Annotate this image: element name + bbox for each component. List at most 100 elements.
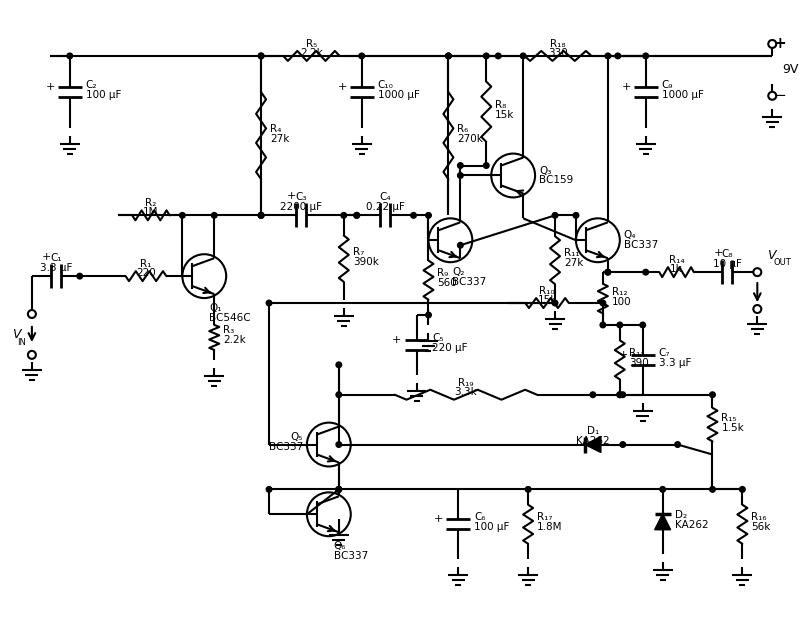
Text: Q₄: Q₄	[624, 230, 636, 240]
Text: 1000 μF: 1000 μF	[662, 90, 703, 100]
Text: 56k: 56k	[751, 522, 770, 532]
Polygon shape	[585, 437, 601, 452]
Text: C₉: C₉	[662, 80, 673, 90]
Text: 390: 390	[629, 358, 649, 368]
Text: BC337: BC337	[452, 277, 486, 287]
Text: IN: IN	[18, 338, 26, 347]
Text: 390k: 390k	[353, 257, 378, 267]
Text: R₅: R₅	[306, 39, 317, 49]
Text: C₄: C₄	[379, 192, 391, 203]
Circle shape	[617, 392, 622, 398]
Circle shape	[552, 213, 558, 218]
Text: +: +	[622, 82, 630, 92]
Text: 15k: 15k	[495, 109, 514, 120]
Circle shape	[605, 53, 610, 58]
Text: 100: 100	[612, 296, 631, 306]
Circle shape	[600, 322, 606, 328]
Circle shape	[354, 213, 359, 218]
Text: 1000 μF: 1000 μF	[378, 90, 419, 100]
Text: 27k: 27k	[270, 133, 290, 143]
Text: 2.2k: 2.2k	[300, 48, 322, 58]
Circle shape	[258, 213, 264, 218]
Circle shape	[710, 487, 715, 492]
Text: +: +	[287, 191, 297, 201]
Text: 3.3 μF: 3.3 μF	[40, 263, 72, 273]
Text: −: −	[774, 88, 786, 103]
Text: R₁₂: R₁₂	[612, 287, 627, 297]
Circle shape	[605, 269, 610, 275]
Text: 3.3 μF: 3.3 μF	[658, 358, 691, 368]
Text: R₁₁: R₁₁	[564, 248, 580, 259]
Text: R₇: R₇	[353, 247, 364, 257]
Text: BC159: BC159	[539, 175, 574, 186]
Circle shape	[341, 213, 346, 218]
Circle shape	[446, 53, 451, 58]
Text: Q₂: Q₂	[452, 267, 465, 277]
Text: +: +	[338, 82, 346, 92]
Text: R₁₀: R₁₀	[539, 286, 555, 296]
Text: R₄: R₄	[270, 124, 282, 133]
Text: D₁: D₁	[586, 426, 599, 436]
Text: 560: 560	[438, 278, 457, 288]
Circle shape	[600, 300, 606, 306]
Text: R₁₉: R₁₉	[458, 378, 474, 387]
Text: C₅: C₅	[433, 333, 444, 343]
Text: +: +	[714, 248, 723, 258]
Circle shape	[211, 213, 217, 218]
Text: BC337: BC337	[269, 442, 303, 452]
Circle shape	[675, 442, 680, 447]
Text: C₇: C₇	[658, 348, 670, 358]
Text: +: +	[42, 252, 51, 262]
Text: R₈: R₈	[495, 100, 506, 109]
Circle shape	[258, 53, 264, 58]
Circle shape	[620, 392, 626, 398]
Text: R₁₈: R₁₈	[550, 39, 566, 49]
Text: 15k: 15k	[538, 295, 557, 305]
Text: D₂: D₂	[674, 509, 686, 520]
Text: R₁₃: R₁₃	[629, 348, 644, 358]
Text: 100 μF: 100 μF	[474, 522, 510, 532]
Circle shape	[660, 487, 666, 492]
Circle shape	[640, 322, 646, 328]
Text: R₁₆: R₁₆	[751, 512, 767, 522]
Circle shape	[615, 53, 621, 58]
Text: R₁₄: R₁₄	[669, 255, 685, 265]
Text: BC546C: BC546C	[210, 313, 251, 323]
Text: 220: 220	[136, 268, 156, 278]
Circle shape	[458, 242, 463, 248]
Circle shape	[336, 392, 342, 398]
Text: KA262: KA262	[674, 520, 708, 530]
Text: 220 μF: 220 μF	[433, 343, 468, 353]
Circle shape	[739, 487, 745, 492]
Text: C₆: C₆	[474, 512, 486, 522]
Text: 10 μF: 10 μF	[713, 259, 742, 269]
Text: 270k: 270k	[458, 133, 483, 143]
Circle shape	[179, 213, 185, 218]
Circle shape	[590, 392, 596, 398]
Circle shape	[520, 53, 526, 58]
Circle shape	[458, 173, 463, 178]
Text: V: V	[12, 328, 20, 342]
Text: C₈: C₈	[722, 249, 733, 259]
Text: 1.5k: 1.5k	[722, 423, 744, 433]
Text: KA262: KA262	[576, 435, 610, 445]
Text: C₃: C₃	[295, 192, 306, 203]
Text: OUT: OUT	[774, 258, 791, 267]
Circle shape	[67, 53, 73, 58]
Circle shape	[426, 213, 431, 218]
Circle shape	[458, 163, 463, 169]
Circle shape	[336, 487, 342, 492]
Text: 1k: 1k	[670, 264, 683, 274]
Circle shape	[495, 53, 501, 58]
Text: Q₆: Q₆	[334, 541, 346, 551]
Circle shape	[526, 487, 531, 492]
Polygon shape	[654, 514, 670, 530]
Circle shape	[573, 213, 578, 218]
Text: +: +	[46, 82, 55, 92]
Text: BC337: BC337	[334, 551, 368, 561]
Circle shape	[258, 213, 264, 218]
Circle shape	[410, 213, 416, 218]
Circle shape	[643, 53, 649, 58]
Text: R₆: R₆	[458, 124, 469, 133]
Text: 2200 μF: 2200 μF	[280, 203, 322, 213]
